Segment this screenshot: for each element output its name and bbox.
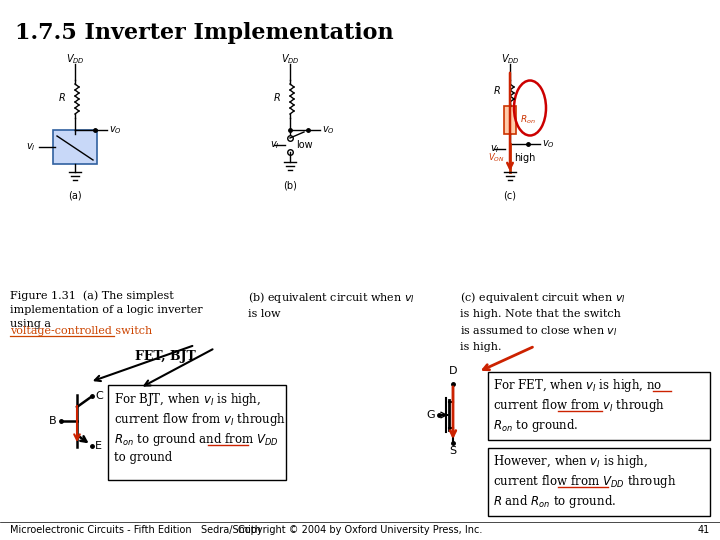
Text: $R$: $R$ (58, 91, 66, 103)
Text: high: high (514, 153, 536, 163)
Text: $v_I$: $v_I$ (490, 143, 500, 155)
Text: $v_O$: $v_O$ (109, 124, 122, 136)
Text: Figure 1.31  (a) The simplest
implementation of a logic inverter
using a: Figure 1.31 (a) The simplest implementat… (10, 290, 202, 328)
FancyBboxPatch shape (108, 385, 286, 480)
Text: $v_I$: $v_I$ (27, 141, 36, 153)
Text: (b): (b) (283, 180, 297, 190)
Text: B: B (50, 416, 57, 426)
Text: $v_O$: $v_O$ (322, 124, 335, 136)
Text: FET, BJT: FET, BJT (135, 350, 195, 363)
Text: $R_{on}$ to ground and from $V_{DD}$: $R_{on}$ to ground and from $V_{DD}$ (114, 431, 279, 448)
Text: $R$: $R$ (493, 84, 501, 96)
Bar (53, 130, 97, 164)
Text: current flow from $v_I$ through: current flow from $v_I$ through (114, 411, 286, 428)
FancyBboxPatch shape (488, 372, 710, 440)
Text: current flow from $v_I$ through: current flow from $v_I$ through (493, 397, 665, 414)
Text: $v_I$: $v_I$ (270, 139, 279, 151)
Text: D: D (449, 366, 457, 376)
Text: E: E (95, 441, 102, 451)
Text: For FET, when $v_I$ is high, no: For FET, when $v_I$ is high, no (493, 377, 662, 394)
Text: (b) equivalent circuit when $v_I$
is low: (b) equivalent circuit when $v_I$ is low (248, 290, 415, 319)
Text: $V_{DD}$: $V_{DD}$ (500, 52, 519, 66)
Text: $R_{on}$ to ground.: $R_{on}$ to ground. (493, 417, 578, 434)
Text: $V_{ON}$: $V_{ON}$ (488, 152, 505, 164)
Text: current flow from $V_{DD}$ through: current flow from $V_{DD}$ through (493, 473, 676, 490)
Text: (c) equivalent circuit when $v_I$
is high. Note that the switch
is assumed to cl: (c) equivalent circuit when $v_I$ is hig… (460, 290, 626, 352)
Text: $R_{on}$: $R_{on}$ (520, 114, 536, 126)
Text: $R$: $R$ (273, 91, 281, 103)
FancyBboxPatch shape (488, 448, 710, 516)
Text: Copyright © 2004 by Oxford University Press, Inc.: Copyright © 2004 by Oxford University Pr… (238, 525, 482, 535)
Text: 1.7.5 Inverter Implementation: 1.7.5 Inverter Implementation (15, 22, 394, 44)
Text: 41: 41 (698, 525, 710, 535)
Text: C: C (95, 391, 103, 401)
Text: $v_O$: $v_O$ (542, 138, 555, 150)
Text: $V_{DD}$: $V_{DD}$ (281, 52, 300, 66)
Text: For BJT, when $v_I$ is high,: For BJT, when $v_I$ is high, (114, 391, 261, 408)
Text: S: S (449, 446, 456, 456)
Text: (c): (c) (503, 190, 516, 200)
Text: to ground: to ground (114, 451, 172, 464)
Text: $R$ and $R_{on}$ to ground.: $R$ and $R_{on}$ to ground. (493, 493, 616, 510)
Text: Microelectronic Circuits - Fifth Edition   Sedra/Smith: Microelectronic Circuits - Fifth Edition… (10, 525, 261, 535)
Text: However, when $v_I$ is high,: However, when $v_I$ is high, (493, 453, 648, 470)
Text: $V_{DD}$: $V_{DD}$ (66, 52, 84, 66)
Text: voltage-controlled switch: voltage-controlled switch (10, 326, 152, 336)
Text: (a): (a) (68, 190, 82, 200)
Text: low: low (296, 140, 312, 150)
Bar (504, 106, 516, 134)
Text: G: G (426, 410, 435, 420)
